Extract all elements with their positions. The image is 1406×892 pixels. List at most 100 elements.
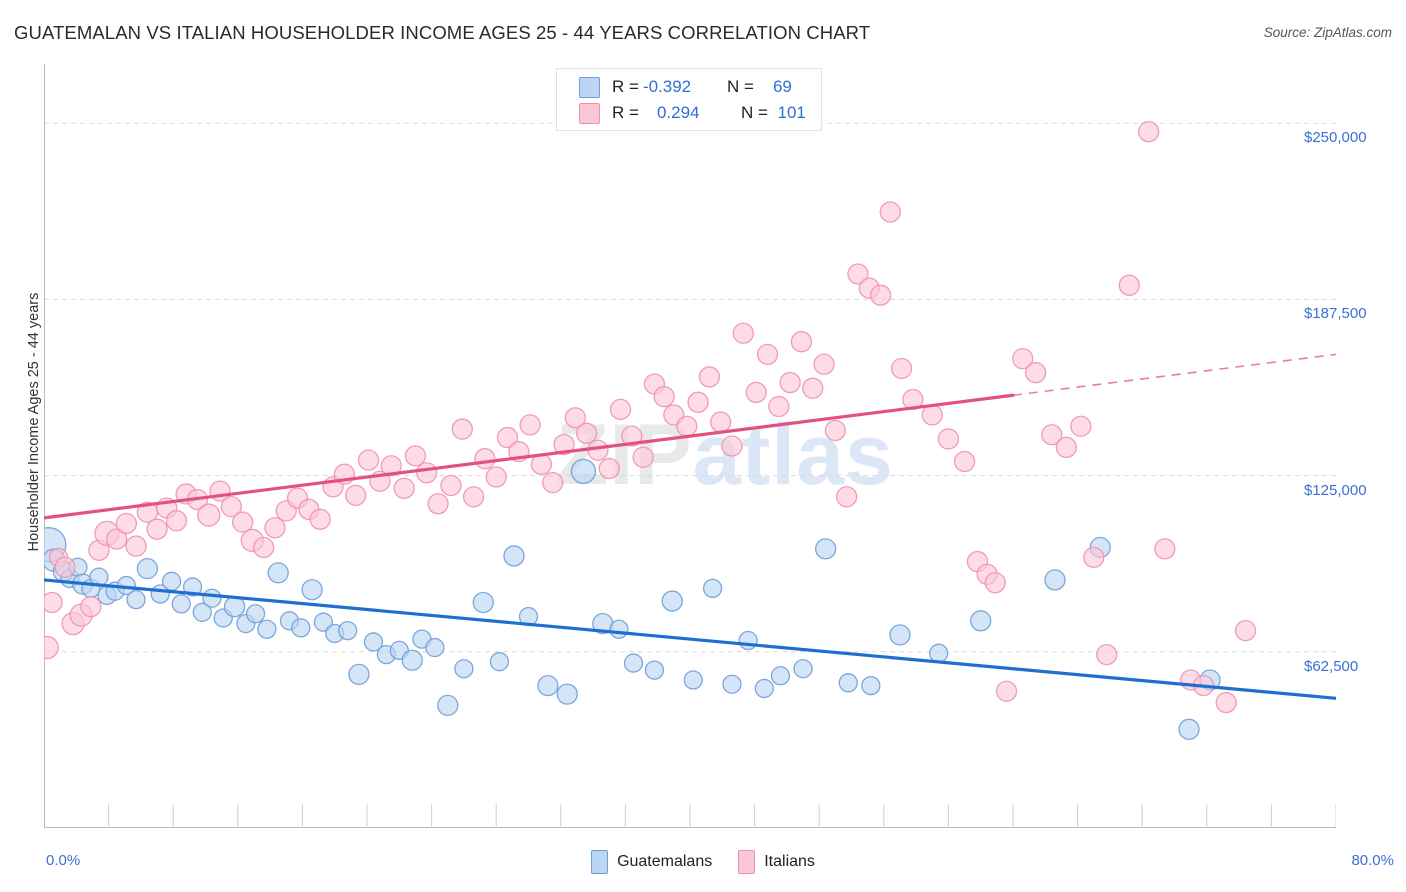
data-point	[136, 557, 159, 580]
data-point	[575, 422, 598, 444]
data-point	[564, 407, 586, 429]
data-point	[815, 538, 837, 560]
data-point	[309, 508, 331, 530]
data-point	[861, 675, 881, 696]
legend-n-label: N =	[740, 103, 768, 122]
legend-stat-row-guatemalans: R = -0.392 N = 69	[579, 74, 792, 100]
data-point	[440, 474, 462, 497]
scatter-svg	[44, 64, 1336, 828]
data-point	[220, 495, 242, 518]
x-tick-label-max: 80.0%	[1351, 852, 1394, 869]
series-points-guatemalans	[44, 458, 1221, 740]
data-point	[722, 674, 742, 694]
data-point	[416, 462, 438, 484]
data-point	[732, 322, 754, 344]
data-point	[754, 678, 774, 699]
data-point	[393, 477, 415, 499]
data-point	[231, 511, 254, 533]
trend-line-italians	[44, 393, 1015, 520]
data-point	[171, 594, 191, 614]
series-legend-item-guatemalans[interactable]: Guatemalans	[591, 850, 712, 874]
data-point	[44, 591, 63, 614]
data-point	[790, 331, 813, 353]
data-point	[813, 353, 835, 375]
data-point	[454, 659, 474, 679]
data-point	[1234, 620, 1257, 642]
legend-r-value: -0.392	[642, 77, 692, 96]
y-tick-label: $62,500	[1304, 657, 1359, 675]
data-point	[489, 652, 510, 672]
data-point	[889, 624, 911, 646]
data-point	[472, 591, 494, 614]
data-point	[702, 578, 723, 599]
data-point	[537, 674, 559, 697]
series-label-guatemalans: Guatemalans	[617, 853, 713, 870]
data-point	[970, 610, 992, 632]
data-point	[197, 503, 221, 527]
source-attribution: Source: ZipAtlas.com	[1263, 25, 1392, 40]
data-point	[838, 673, 858, 693]
data-point	[1178, 718, 1200, 740]
data-point	[653, 386, 675, 408]
data-point	[223, 596, 246, 618]
data-point	[126, 589, 146, 610]
data-point	[847, 263, 869, 285]
data-point	[632, 446, 654, 468]
data-point	[553, 433, 575, 456]
data-point	[1055, 436, 1077, 459]
data-point	[995, 680, 1018, 702]
data-point	[54, 556, 76, 578]
data-point	[609, 619, 629, 639]
legend-r-label: R =	[612, 77, 639, 96]
data-point	[337, 621, 358, 641]
data-point	[202, 588, 222, 608]
data-point	[380, 455, 402, 477]
data-point	[609, 398, 632, 421]
data-point	[401, 649, 423, 671]
data-point	[745, 381, 767, 404]
data-point	[768, 395, 790, 418]
data-point	[879, 201, 901, 223]
data-point	[623, 653, 644, 673]
data-point	[519, 414, 541, 436]
data-point	[644, 660, 665, 680]
data-point	[427, 493, 449, 515]
data-point	[921, 404, 943, 426]
stats-legend: R = -0.392 N = 69 R = 0.294 N = 101	[556, 68, 822, 131]
data-point	[687, 391, 709, 413]
data-point	[698, 366, 721, 388]
y-tick-label: $187,500	[1304, 305, 1367, 323]
data-point	[556, 683, 578, 705]
series-legend-item-italians[interactable]: Italians	[738, 850, 815, 874]
data-point	[1044, 569, 1066, 591]
data-point	[462, 486, 485, 508]
data-point	[1012, 347, 1034, 370]
data-point	[721, 435, 743, 457]
data-point	[182, 577, 203, 597]
data-point	[1215, 691, 1237, 714]
data-point	[496, 426, 519, 449]
data-point	[770, 666, 791, 686]
data-point	[485, 466, 507, 488]
data-point	[710, 411, 732, 433]
data-point	[824, 419, 846, 442]
data-point	[542, 471, 564, 494]
data-point	[245, 604, 266, 624]
data-point	[1041, 424, 1063, 446]
data-point	[115, 512, 138, 535]
data-point	[621, 425, 643, 447]
data-point	[802, 377, 824, 399]
data-point	[345, 484, 367, 506]
data-point	[937, 428, 960, 450]
data-point	[125, 535, 147, 557]
data-point	[756, 343, 779, 366]
data-point	[503, 545, 525, 567]
data-point	[661, 590, 683, 612]
data-point	[570, 458, 597, 485]
data-point	[1070, 415, 1092, 437]
data-point	[1138, 121, 1160, 143]
data-point	[451, 418, 473, 440]
data-point	[890, 357, 913, 380]
plot-area	[44, 64, 1336, 828]
data-point	[161, 571, 182, 591]
